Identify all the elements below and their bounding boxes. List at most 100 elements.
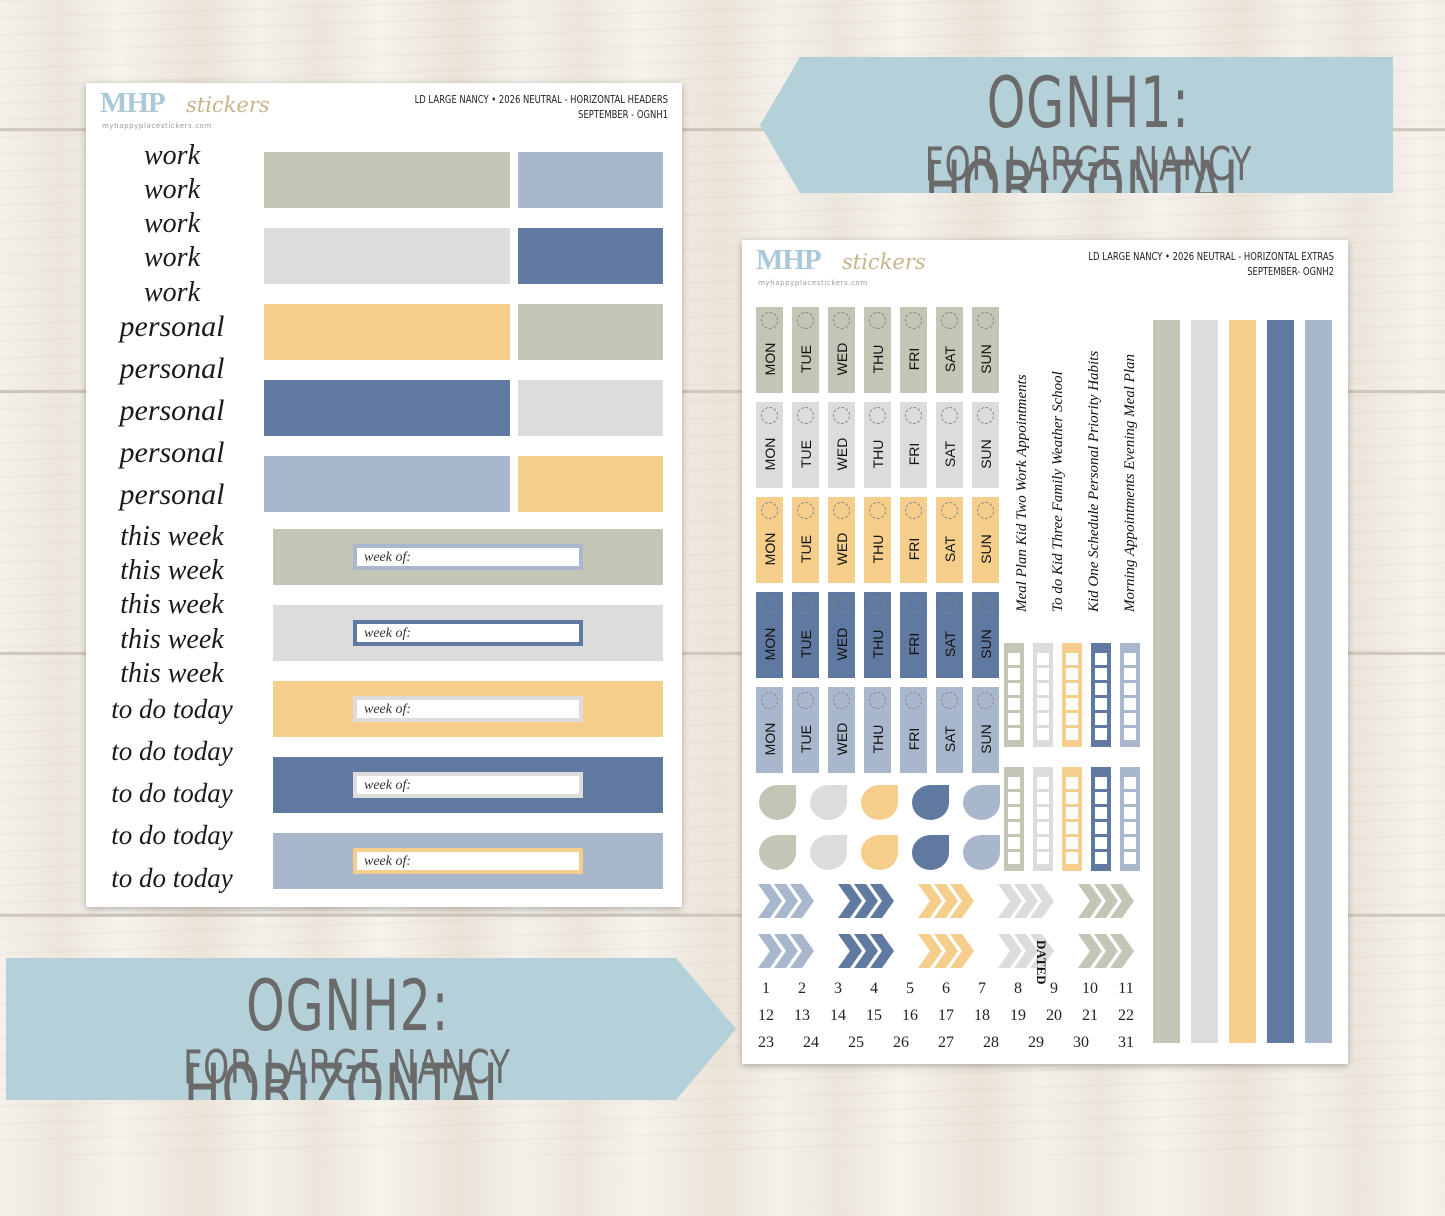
date-circle [761, 502, 778, 519]
checkbox-icon [1124, 653, 1136, 665]
sheet-title-line1: LD LARGE NANCY • 2026 NEUTRAL - HORIZONT… [1088, 250, 1334, 263]
date-circle [833, 312, 850, 329]
day-label: THU [870, 534, 886, 564]
banner-ognh1: OGNH1: HORIZONTAL HEADERS FOR LARGE NANC… [760, 57, 1393, 193]
checkbox-icon [1037, 807, 1049, 819]
script-word-work: work [144, 277, 200, 308]
vertical-stripe [1305, 320, 1332, 1043]
week-of-box: week of: [353, 696, 583, 722]
vertical-label-column: Kid One Schedule Personal Priority Habit… [1086, 350, 1102, 612]
chevron-arrow-icon [1078, 934, 1134, 968]
checkbox-icon [1095, 807, 1107, 819]
header-block-small [518, 228, 663, 284]
day-column-mon: MON [756, 307, 783, 393]
script-word-to-do-today: to do today [111, 820, 233, 850]
script-word-to-do-today: to do today [111, 694, 233, 724]
day-column-thu: THU [864, 592, 891, 678]
date-circle [941, 597, 958, 614]
date-number: 2 [798, 980, 806, 997]
logo-mhp: MHP [100, 87, 166, 119]
checkbox-icon [1066, 698, 1078, 710]
date-number: 5 [906, 980, 914, 997]
logo-stickers: stickers [186, 93, 270, 117]
date-number: 28 [983, 1034, 999, 1051]
banner-subtitle: FOR LARGE NANCY [924, 137, 1253, 191]
week-of-box: week of: [353, 848, 583, 874]
checkbox-icon [1124, 728, 1136, 740]
drop-shape-icon [963, 785, 1000, 820]
day-label: SUN [978, 534, 994, 564]
checkbox-icon [1066, 837, 1078, 849]
checkbox-column [1062, 767, 1082, 871]
day-label: SUN [978, 344, 994, 374]
week-of-box: week of: [353, 620, 583, 646]
checkbox-icon [1008, 852, 1020, 864]
script-word-personal: personal [119, 394, 225, 427]
day-column-thu: THU [864, 307, 891, 393]
vertical-stripe [1267, 320, 1294, 1043]
script-word-work: work [144, 242, 200, 273]
date-number: 14 [830, 1007, 846, 1024]
date-circle [905, 407, 922, 424]
checkbox-icon [1095, 683, 1107, 695]
day-column-mon: MON [756, 592, 783, 678]
sticker-sheet-horizontal-extras: MHP stickers myhappyplacestickers.com LD… [742, 240, 1348, 1064]
date-circle [761, 692, 778, 709]
header-block-wide [264, 152, 510, 208]
checkbox-icon [1008, 713, 1020, 725]
sheet-title-line2: SEPTEMBER - OGNH1 [578, 108, 668, 121]
date-number: 1 [762, 980, 770, 997]
header-block-wide [264, 228, 510, 284]
mhp-logo: MHP stickers myhappyplacestickers.com [756, 244, 946, 290]
date-circle [941, 502, 958, 519]
day-label: FRI [906, 727, 922, 751]
day-label: FRI [906, 442, 922, 466]
checkbox-icon [1066, 807, 1078, 819]
checkbox-column [1091, 767, 1111, 871]
day-label: SUN [978, 629, 994, 659]
banner-title: OGNH2: HORIZONTAL EXTRAS [183, 965, 512, 1215]
header-block-wide [264, 456, 510, 512]
drop-shape-icon [759, 785, 796, 820]
checkbox-icon [1008, 728, 1020, 740]
day-column-fri: FRI [900, 497, 927, 583]
checkbox-icon [1066, 777, 1078, 789]
date-circle [833, 407, 850, 424]
drop-shape-icon [810, 785, 847, 820]
checkbox-icon [1066, 792, 1078, 804]
checkbox-icon [1066, 852, 1078, 864]
chevron-arrow-icon [998, 884, 1054, 918]
checkbox-icon [1124, 713, 1136, 725]
checkbox-icon [1066, 653, 1078, 665]
day-label: SUN [978, 439, 994, 469]
date-number: 31 [1118, 1034, 1134, 1051]
date-circle [905, 502, 922, 519]
checkbox-icon [1037, 698, 1049, 710]
day-column-fri: FRI [900, 687, 927, 773]
date-number: 15 [866, 1007, 882, 1024]
checkbox-icon [1037, 837, 1049, 849]
script-word-personal: personal [119, 436, 225, 469]
week-of-label: week of: [364, 626, 412, 641]
date-circle [761, 407, 778, 424]
day-column-thu: THU [864, 497, 891, 583]
checkbox-column [1004, 643, 1024, 747]
script-word-to-do-today: to do today [111, 778, 233, 808]
day-label: SAT [942, 440, 958, 468]
day-label: THU [870, 629, 886, 659]
day-column-fri: FRI [900, 402, 927, 488]
checkbox-icon [1124, 807, 1136, 819]
checkbox-icon [1037, 653, 1049, 665]
checkbox-icon [1066, 668, 1078, 680]
date-circle [761, 597, 778, 614]
day-column-wed: WED [828, 687, 855, 773]
day-column-fri: FRI [900, 592, 927, 678]
script-word-this-week: this week [120, 658, 224, 689]
checkbox-icon [1008, 777, 1020, 789]
day-column-wed: WED [828, 592, 855, 678]
day-column-sun: SUN [972, 497, 999, 583]
script-word-this-week: this week [120, 555, 224, 586]
checkbox-icon [1008, 792, 1020, 804]
date-number: 26 [893, 1034, 909, 1051]
date-circle [941, 692, 958, 709]
